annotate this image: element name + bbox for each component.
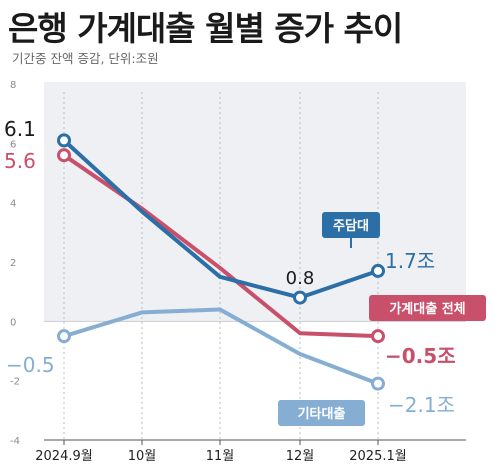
x-tick-label: 11월 [206,449,235,464]
total-end-label: −0.5조 [385,344,456,368]
mortgage-series-line [62,138,380,300]
mortgage-start-point [57,133,71,148]
total-start-point [57,148,71,163]
other-end-point [371,376,385,391]
mortgage-end-label: 1.7조 [385,249,435,273]
total-series-line [62,153,380,339]
chart-title: 은행 가계대출 월별 증가 추이 [8,9,403,48]
mortgage-start-label: 6.1 [4,117,36,141]
y-tick-label: 0 [10,317,16,328]
y-tick-label: 8 [10,80,16,91]
other-pill [278,400,365,426]
y-tick-label: 2 [10,258,16,269]
mortgage-legend-label: 주담대 [333,219,369,234]
x-tick-label: 2025.1월 [349,449,406,464]
other-start-point [57,329,71,344]
x-tick-label: 10월 [128,449,157,464]
total-end-point [371,329,385,344]
y-tick-label: 6 [10,139,16,150]
total-pill [369,295,486,321]
x-tick-label: 2024.9월 [35,449,92,464]
other-legend-label: 기타대출 [298,406,346,422]
total-start-label: 5.6 [4,149,36,173]
chart-subtitle: 기간중 잔액 증감, 단위:조원 [12,51,159,66]
plot-background [44,82,466,322]
y-tick-label: -4 [10,436,20,447]
other-end-label: −2.1조 [388,393,455,417]
total-legend-label: 가계대출 전체 [389,301,465,317]
x-tick-label: 12월 [286,449,315,464]
other-start-label: −0.5 [6,353,55,377]
mortgage-dec-point [293,290,307,305]
mortgage-dec-label: 0.8 [286,268,315,289]
y-tick-label: -2 [10,377,20,388]
other-series-line [62,307,380,386]
y-tick-label: 4 [10,199,16,210]
mortgage-pill [322,212,380,238]
mortgage-end-point [371,263,385,278]
